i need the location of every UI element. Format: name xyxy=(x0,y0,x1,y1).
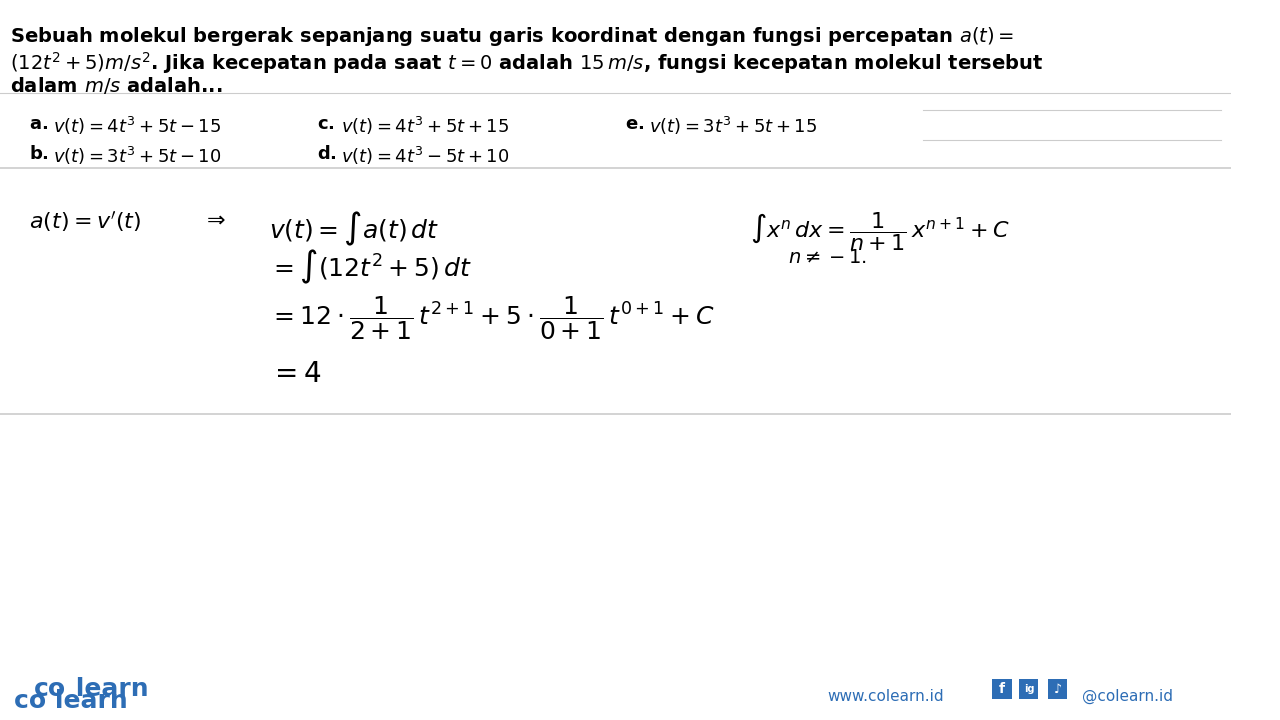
Text: www.colearn.id: www.colearn.id xyxy=(827,689,943,704)
Text: @colearn.id: @colearn.id xyxy=(1082,689,1172,704)
Text: $\Rightarrow$: $\Rightarrow$ xyxy=(202,210,225,230)
Text: ♪: ♪ xyxy=(1053,683,1061,696)
Text: $v(t) = \int a(t)\, dt$: $v(t) = \int a(t)\, dt$ xyxy=(269,210,439,248)
Text: $= 12 \cdot \dfrac{1}{2+1}\, t^{2+1} + 5 \cdot \dfrac{1}{0+1}\, t^{0+1} + C$: $= 12 \cdot \dfrac{1}{2+1}\, t^{2+1} + 5… xyxy=(269,294,716,343)
Text: dalam $m/s$ adalah...: dalam $m/s$ adalah... xyxy=(10,75,223,96)
Text: $\mathbf{a.}$: $\mathbf{a.}$ xyxy=(29,115,47,133)
Text: co: co xyxy=(33,677,65,701)
Text: ig: ig xyxy=(1024,684,1034,694)
Text: $= \int (12t^2 + 5)\, dt$: $= \int (12t^2 + 5)\, dt$ xyxy=(269,248,472,286)
Text: $v(t) = 3t^3 + 5t + 15$: $v(t) = 3t^3 + 5t + 15$ xyxy=(649,115,817,137)
Text: $\mathbf{d.}$: $\mathbf{d.}$ xyxy=(317,145,337,163)
Text: $\mathbf{b.}$: $\mathbf{b.}$ xyxy=(29,145,49,163)
Bar xyxy=(1048,679,1068,699)
Bar xyxy=(1019,679,1038,699)
Text: $= 4$: $= 4$ xyxy=(269,359,321,387)
Text: $v(t) = 4t^3 + 5t + 15$: $v(t) = 4t^3 + 5t + 15$ xyxy=(342,115,509,137)
Text: learn: learn xyxy=(68,677,148,701)
Text: $v(t) = 3t^3 + 5t - 10$: $v(t) = 3t^3 + 5t - 10$ xyxy=(52,145,221,167)
Text: co learn: co learn xyxy=(14,689,128,713)
Text: $(12t^2 + 5)m/s^2$. Jika kecepatan pada saat $t = 0$ adalah $15\,m/s$, fungsi ke: $(12t^2 + 5)m/s^2$. Jika kecepatan pada … xyxy=(10,50,1043,76)
Text: Sebuah molekul bergerak sepanjang suatu garis koordinat dengan fungsi percepatan: Sebuah molekul bergerak sepanjang suatu … xyxy=(10,25,1014,48)
Text: $\mathbf{c.}$: $\mathbf{c.}$ xyxy=(317,115,335,133)
Text: $v(t) = 4t^3 - 5t + 10$: $v(t) = 4t^3 - 5t + 10$ xyxy=(342,145,509,167)
Text: $n \neq -1.$: $n \neq -1.$ xyxy=(788,248,868,266)
Text: $\int x^n\, dx = \dfrac{1}{n+1}\, x^{n+1} + C$: $\int x^n\, dx = \dfrac{1}{n+1}\, x^{n+1… xyxy=(750,210,1010,253)
Text: $\mathbf{e.}$: $\mathbf{e.}$ xyxy=(625,115,644,133)
Text: $a(t) = v'(t)$: $a(t) = v'(t)$ xyxy=(29,210,141,234)
Text: f: f xyxy=(998,682,1005,696)
Bar xyxy=(992,679,1011,699)
Text: $\mathbf{f}$: $\mathbf{f}$ xyxy=(991,689,1001,708)
Text: $v(t) = 4t^3 + 5t - 15$: $v(t) = 4t^3 + 5t - 15$ xyxy=(52,115,221,137)
